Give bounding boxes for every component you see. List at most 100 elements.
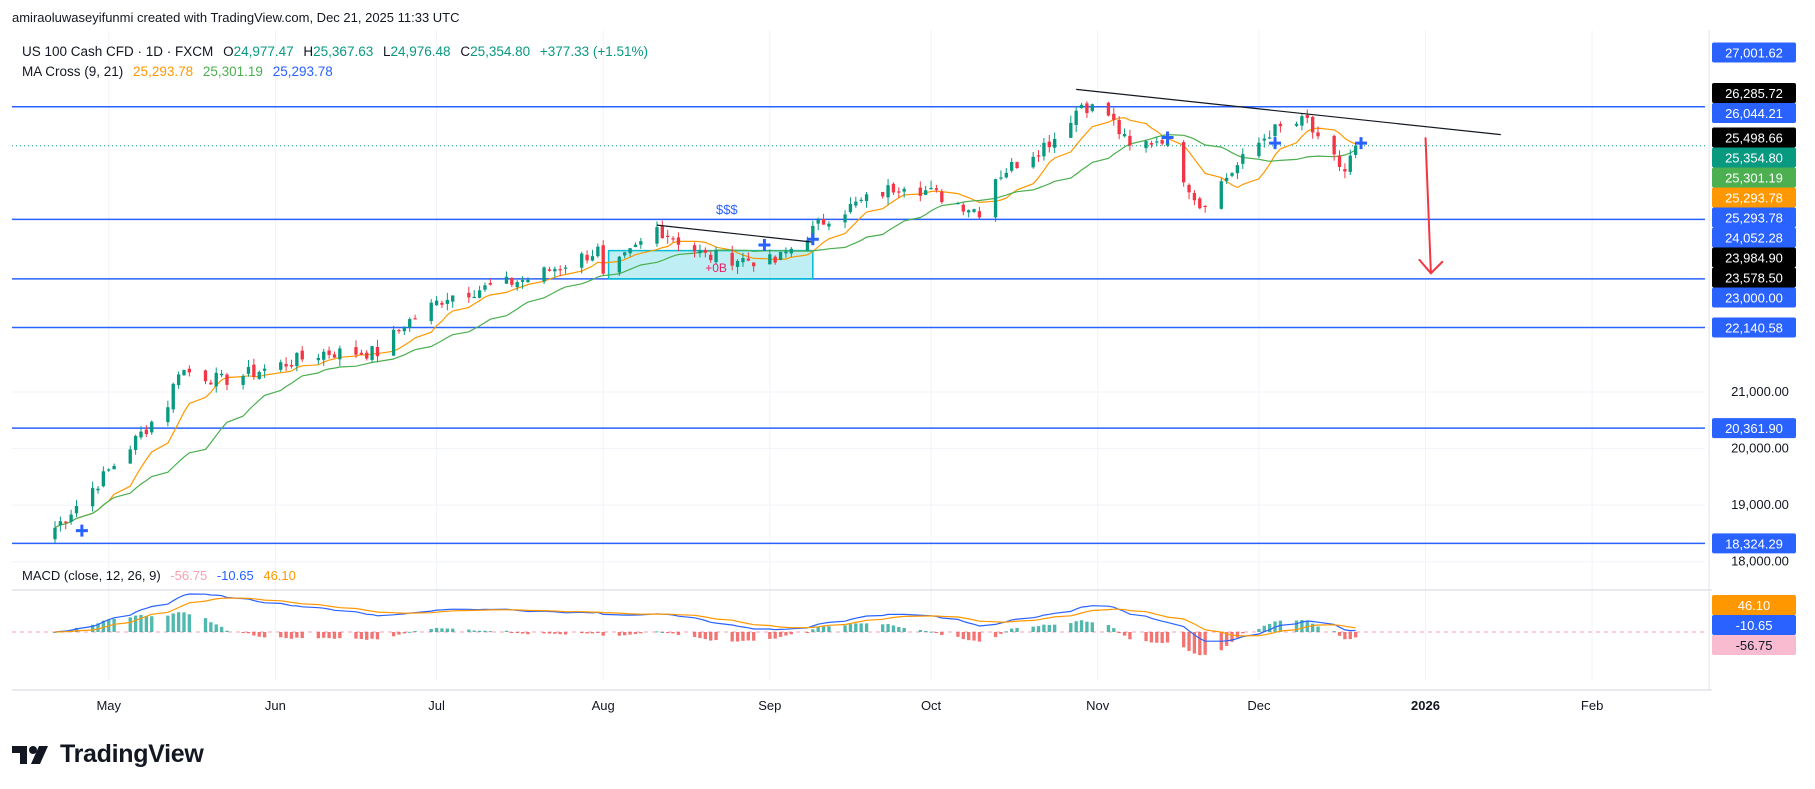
- macd-histogram-bar: [1079, 620, 1084, 632]
- macd-histogram-bar: [365, 632, 369, 640]
- candle-body: [956, 203, 960, 205]
- candle-body: [553, 268, 557, 272]
- macd-histogram-bar: [918, 630, 922, 632]
- time-axis[interactable]: May Jun Jul Aug Sep Oct Nov Dec 2026 Feb: [96, 698, 1603, 713]
- candle-body: [107, 469, 111, 471]
- candle-body: [1337, 155, 1342, 167]
- macd-histogram-bar: [1343, 632, 1347, 640]
- candle-body: [854, 201, 858, 206]
- macd-histogram-bar: [558, 632, 562, 635]
- ma-name[interactable]: MA Cross (9, 21): [22, 64, 124, 79]
- price-label: 27,001.62: [1725, 46, 1783, 61]
- candle-body: [1219, 181, 1223, 209]
- macd-histogram-bar: [821, 626, 826, 632]
- macd-label: -10.65: [1736, 618, 1773, 633]
- macd-histogram-bar: [617, 632, 621, 636]
- ma-9-line: [54, 117, 1356, 529]
- candle-body: [295, 352, 299, 367]
- candle-body: [1015, 162, 1019, 169]
- macd-histogram-bar: [1181, 632, 1186, 648]
- candle-body: [886, 185, 890, 198]
- macd-histogram-bar: [1337, 632, 1342, 636]
- macd-histogram-bar: [553, 632, 557, 634]
- candle-body: [1160, 140, 1164, 144]
- macd-histogram-bar: [1257, 628, 1261, 632]
- candle-body: [144, 429, 149, 435]
- macd-histogram-bar: [660, 631, 664, 633]
- macd-histogram-bar: [967, 632, 971, 641]
- candle-body: [483, 285, 487, 290]
- candle-body: [558, 269, 562, 271]
- macd-histogram-bar: [504, 630, 509, 632]
- tradingview-logo[interactable]: TradingView: [12, 740, 204, 769]
- macd-histogram-bar: [1160, 632, 1164, 643]
- price-label-box: [1712, 167, 1796, 188]
- price-axis[interactable]: 21,000.00 20,000.00 19,000.00 18,000.00 27,0…: [1712, 42, 1796, 655]
- candle-body: [698, 250, 702, 254]
- ma-cross-marker: [1355, 137, 1368, 150]
- candle-body: [1300, 116, 1304, 126]
- macd-histogram-bar: [246, 632, 251, 634]
- macd-histogram-bar: [666, 632, 670, 633]
- candle-body: [1155, 141, 1159, 143]
- candle-body: [1149, 143, 1154, 145]
- zone-label: +0B: [705, 261, 727, 275]
- macd-histogram-bar: [74, 627, 79, 632]
- price-label-box: [1712, 287, 1796, 308]
- candle-body: [1047, 141, 1051, 148]
- macd-histogram-bar: [1042, 624, 1046, 632]
- macd-histogram-bar: [934, 632, 939, 633]
- macd-histogram-bar: [370, 632, 374, 639]
- macd-histogram-bar: [709, 632, 713, 641]
- time-tick: Aug: [592, 698, 615, 713]
- macd-histogram-bar: [300, 632, 304, 639]
- candle-body: [1332, 135, 1336, 155]
- macd-histogram-bar: [284, 632, 288, 639]
- bearish-arrow: [1424, 137, 1432, 274]
- macd-histogram-bar: [1036, 626, 1041, 632]
- macd-histogram-bar: [434, 627, 439, 632]
- candle-body: [1085, 103, 1089, 114]
- macd-histogram-bar: [262, 632, 267, 638]
- macd-histogram-bar: [1144, 632, 1148, 642]
- candle-body: [1181, 142, 1186, 183]
- price-label-box: [1712, 267, 1796, 288]
- open-label: O: [223, 44, 234, 59]
- candle-body: [53, 527, 57, 540]
- price-label-box: [1712, 83, 1796, 104]
- price-label: 18,324.29: [1725, 536, 1783, 551]
- candle-body: [660, 226, 664, 239]
- macd-histogram-bar: [1187, 632, 1191, 651]
- candle-body: [1348, 155, 1352, 172]
- candle-body: [730, 252, 734, 266]
- macd-histogram-bar: [1294, 620, 1299, 632]
- candle-body: [784, 251, 788, 254]
- candle-body: [580, 253, 584, 268]
- macd-histogram-bar: [628, 632, 632, 635]
- open-value: 24,977.47: [233, 44, 294, 59]
- macd-name[interactable]: MACD (close, 12, 26, 9): [22, 568, 161, 583]
- macd-histogram-bar: [789, 632, 793, 635]
- candle-body: [1273, 124, 1277, 137]
- candle-body: [101, 471, 106, 487]
- candle-body: [1144, 141, 1148, 149]
- candle-body: [510, 278, 514, 285]
- macd-signal-value: 46.10: [263, 568, 296, 583]
- macd-histogram-bar: [1010, 628, 1014, 632]
- liquidity-label: $$$: [716, 202, 738, 217]
- candle-body: [413, 318, 417, 320]
- candle-body: [563, 267, 568, 269]
- macd-histogram-bar: [526, 632, 530, 635]
- candle-body: [1010, 161, 1014, 171]
- annotations: $$$ +0B: [75, 131, 1444, 537]
- candle-body: [64, 521, 68, 523]
- candle-body: [58, 521, 63, 526]
- time-tick: 2026: [1411, 698, 1440, 713]
- macd-histogram-bar: [542, 632, 546, 634]
- macd-histogram-bar: [187, 614, 192, 632]
- symbol-name[interactable]: US 100 Cash CFD · 1D · FXCM: [22, 44, 214, 59]
- candle-body: [977, 211, 982, 218]
- candle-body: [252, 364, 256, 377]
- candle-body: [488, 282, 493, 285]
